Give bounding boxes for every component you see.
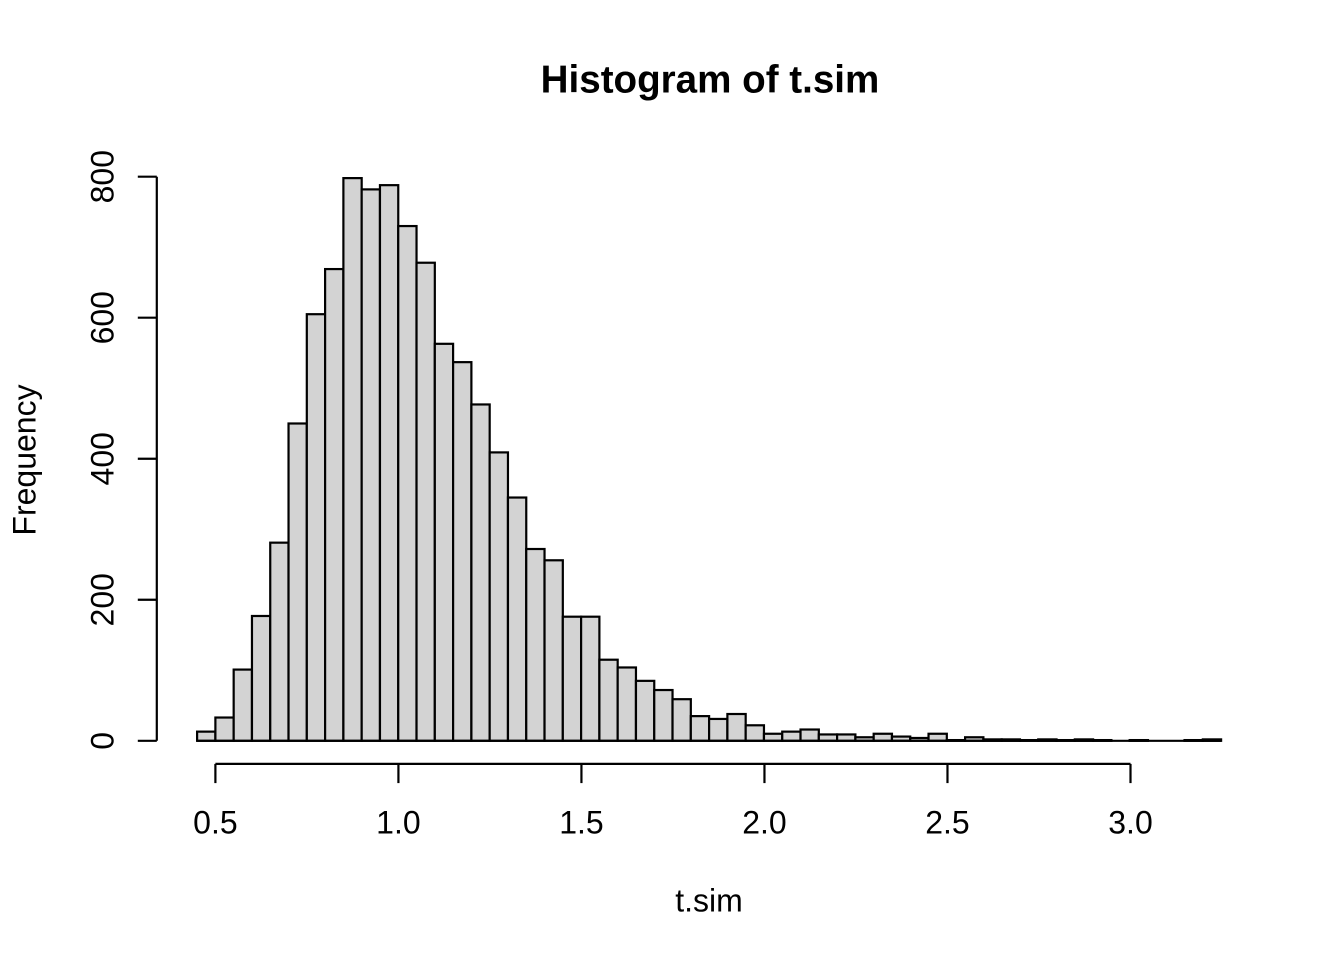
svg-text:1.0: 1.0 (376, 805, 420, 841)
svg-text:200: 200 (85, 573, 121, 626)
svg-text:0.5: 0.5 (193, 805, 237, 841)
svg-text:600: 600 (85, 291, 121, 344)
svg-text:t.sim: t.sim (675, 882, 743, 918)
svg-text:0: 0 (85, 732, 121, 750)
svg-text:800: 800 (85, 150, 121, 203)
svg-text:2.0: 2.0 (742, 805, 786, 841)
svg-text:Frequency: Frequency (7, 384, 43, 535)
svg-text:3.0: 3.0 (1108, 805, 1152, 841)
svg-text:Histogram of t.sim: Histogram of t.sim (541, 59, 880, 102)
svg-text:1.5: 1.5 (559, 805, 603, 841)
svg-text:2.5: 2.5 (925, 805, 969, 841)
svg-text:400: 400 (85, 432, 121, 485)
